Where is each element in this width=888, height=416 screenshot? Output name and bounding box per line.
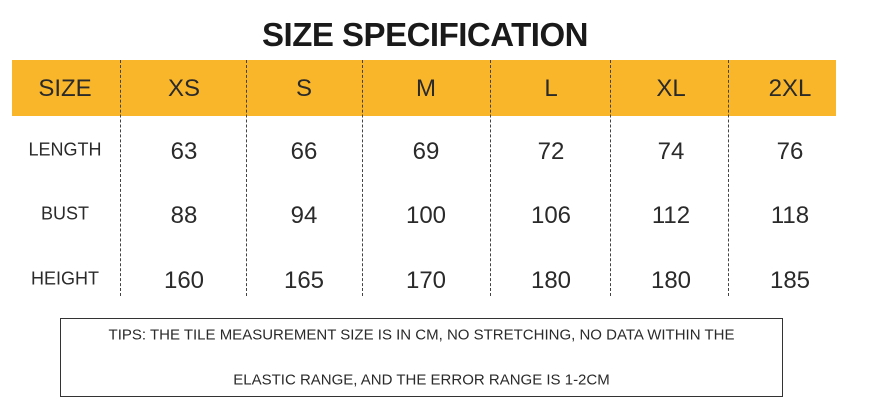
header-band	[12, 60, 836, 116]
tips-line: TIPS: THE TILE MEASUREMENT SIZE IS IN CM…	[108, 326, 735, 344]
row-label: LENGTH	[28, 139, 102, 160]
column-header: L	[544, 75, 558, 102]
column-header: 2XL	[768, 75, 812, 102]
cell-value: 88	[170, 202, 198, 229]
column-divider	[610, 60, 611, 296]
tips-line: ELASTIC RANGE, AND THE ERROR RANGE IS 1-…	[233, 371, 610, 389]
cell-value: 69	[412, 138, 440, 165]
cell-value: 165	[283, 267, 325, 294]
column-divider	[490, 60, 491, 296]
column-header: XL	[656, 75, 686, 102]
cell-value: 180	[650, 267, 692, 294]
cell-value: 118	[770, 202, 810, 229]
cell-value: 160	[163, 267, 205, 294]
cell-value: 180	[530, 267, 572, 294]
cell-value: 66	[290, 138, 318, 165]
column-divider	[120, 60, 121, 296]
cell-value: 185	[769, 267, 811, 294]
column-divider	[246, 60, 247, 296]
cell-value: 112	[651, 202, 691, 229]
column-header: SIZE	[38, 75, 92, 102]
row-label: HEIGHT	[30, 268, 99, 289]
cell-value: 106	[530, 202, 572, 229]
cell-value: 72	[537, 138, 565, 165]
column-header: S	[295, 75, 312, 102]
cell-value: 63	[170, 138, 198, 165]
tips-box	[60, 318, 783, 397]
column-divider	[362, 60, 363, 296]
column-divider	[728, 60, 729, 296]
row-label: BUST	[40, 203, 89, 224]
cell-value: 170	[405, 267, 447, 294]
column-header: M	[416, 75, 436, 102]
title: SIZE SPECIFICATION	[262, 16, 588, 53]
cell-value: 74	[657, 138, 685, 165]
cell-value: 100	[405, 202, 447, 229]
column-header: XS	[167, 75, 200, 102]
cell-value: 94	[290, 202, 318, 229]
cell-value: 76	[776, 138, 804, 165]
